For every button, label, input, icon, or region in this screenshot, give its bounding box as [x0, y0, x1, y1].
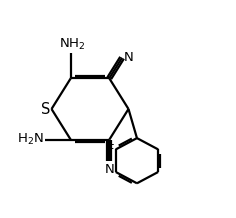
- Text: N: N: [104, 164, 114, 176]
- Text: S: S: [41, 102, 50, 116]
- Text: N: N: [124, 51, 134, 64]
- Text: NH$_2$: NH$_2$: [59, 37, 85, 52]
- Text: H$_2$N: H$_2$N: [17, 132, 44, 147]
- Text: F: F: [106, 143, 114, 156]
